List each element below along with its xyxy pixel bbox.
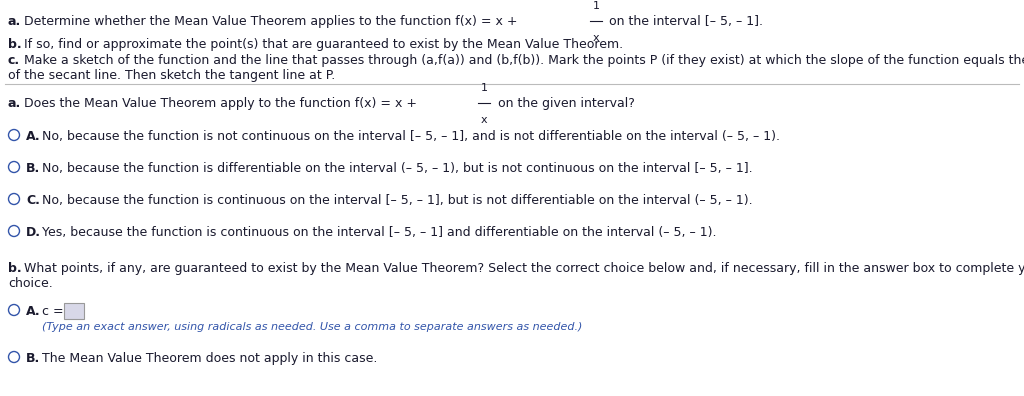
Text: D.: D. (26, 226, 41, 239)
Text: The Mean Value Theorem does not apply in this case.: The Mean Value Theorem does not apply in… (42, 352, 378, 365)
Text: choice.: choice. (8, 277, 53, 290)
FancyBboxPatch shape (63, 303, 84, 320)
Text: 1: 1 (593, 1, 599, 11)
Text: Yes, because the function is continuous on the interval [– 5, – 1] and different: Yes, because the function is continuous … (42, 226, 717, 239)
Text: c =: c = (42, 305, 63, 318)
Text: No, because the function is differentiable on the interval (– 5, – 1), but is no: No, because the function is differentiab… (42, 162, 753, 175)
Text: If so, find or approximate the point(s) that are guaranteed to exist by the Mean: If so, find or approximate the point(s) … (24, 38, 624, 51)
Text: on the given interval?: on the given interval? (494, 97, 635, 110)
Text: C.: C. (26, 194, 40, 207)
Text: B.: B. (26, 162, 40, 175)
Text: No, because the function is continuous on the interval [– 5, – 1], but is not di: No, because the function is continuous o… (42, 194, 753, 207)
Text: x: x (593, 33, 599, 43)
Text: A.: A. (26, 305, 41, 318)
Text: 1: 1 (480, 83, 487, 93)
Text: a.: a. (8, 97, 22, 110)
Text: A.: A. (26, 130, 41, 143)
Text: c.: c. (8, 54, 20, 67)
Text: on the interval [– 5, – 1].: on the interval [– 5, – 1]. (605, 15, 763, 28)
Text: of the secant line. Then sketch the tangent line at P.: of the secant line. Then sketch the tang… (8, 69, 335, 82)
Text: B.: B. (26, 352, 40, 365)
Text: a.: a. (8, 15, 22, 28)
Text: Does the Mean Value Theorem apply to the function f(x) = x +: Does the Mean Value Theorem apply to the… (24, 97, 417, 110)
Text: (Type an exact answer, using radicals as needed. Use a comma to separate answers: (Type an exact answer, using radicals as… (42, 322, 583, 332)
Text: b.: b. (8, 38, 22, 51)
Text: What points, if any, are guaranteed to exist by the Mean Value Theorem? Select t: What points, if any, are guaranteed to e… (24, 262, 1024, 275)
Text: No, because the function is not continuous on the interval [– 5, – 1], and is no: No, because the function is not continuo… (42, 130, 780, 143)
Text: Determine whether the Mean Value Theorem applies to the function f(x) = x +: Determine whether the Mean Value Theorem… (24, 15, 517, 28)
Text: b.: b. (8, 262, 22, 275)
Text: x: x (480, 115, 487, 125)
Text: Make a sketch of the function and the line that passes through (a,f(a)) and (b,f: Make a sketch of the function and the li… (24, 54, 1024, 67)
